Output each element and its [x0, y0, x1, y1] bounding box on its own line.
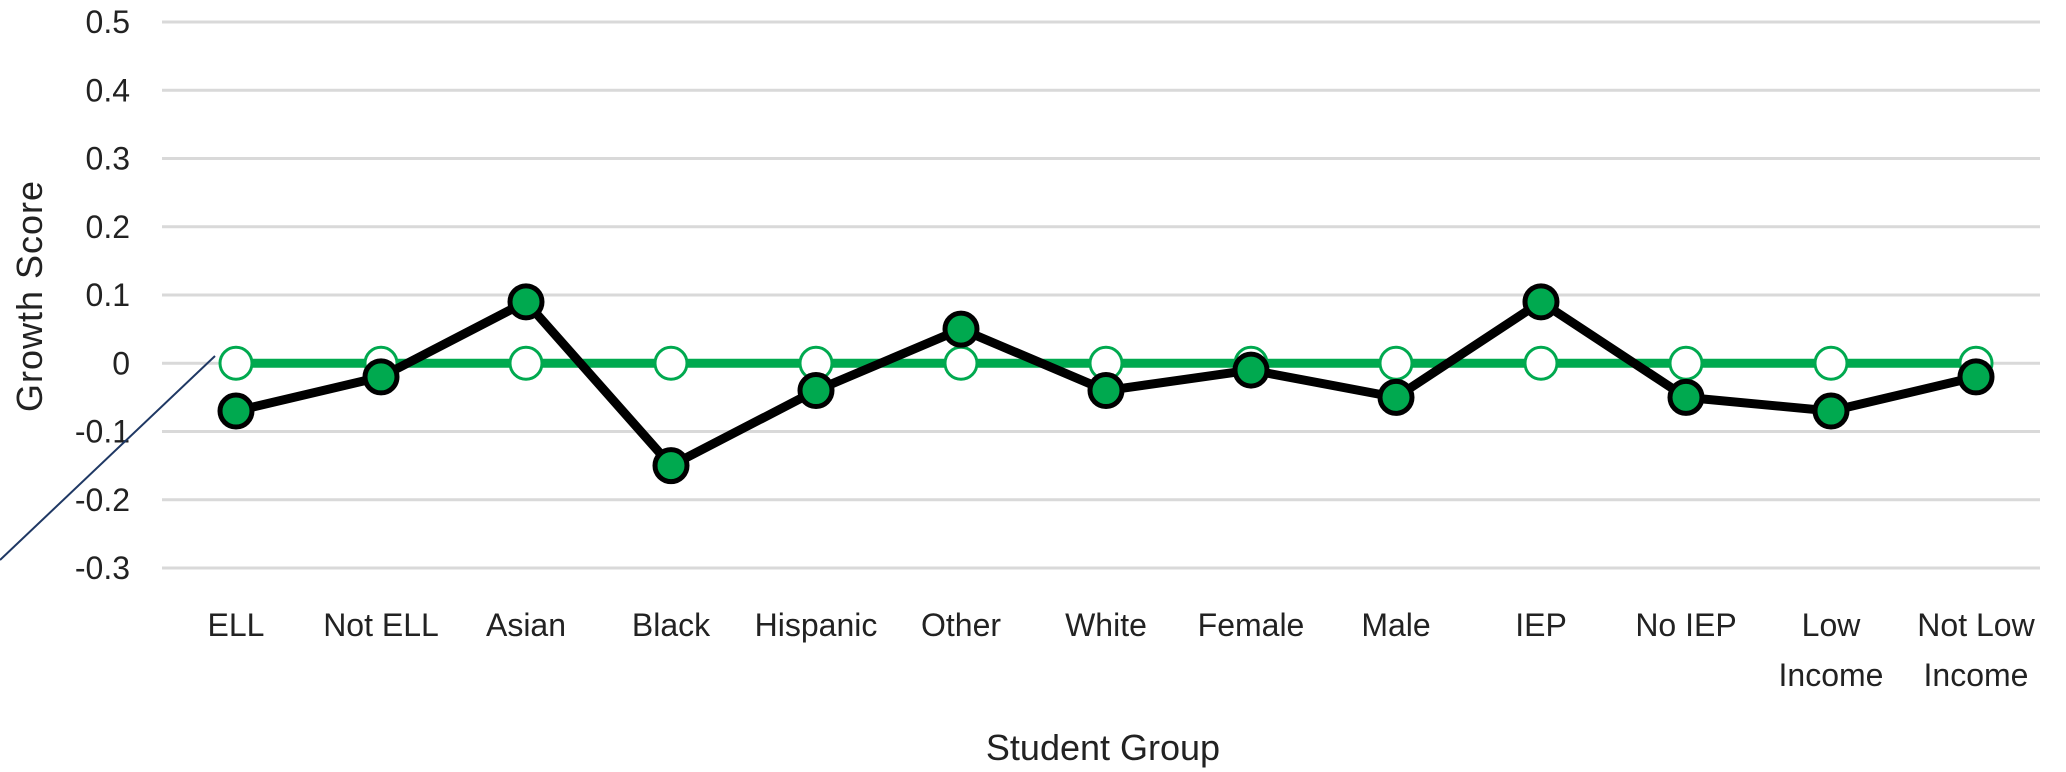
x-category-labels: ELL Not ELL Asian Black Hispanic Other White Fe… — [208, 607, 2036, 693]
series-1-point — [1523, 345, 1559, 381]
y-tick-label: 0.2 — [86, 209, 130, 245]
series-layer — [217, 283, 1995, 485]
y-tick-label: -0.2 — [75, 482, 130, 518]
gridlines — [162, 20, 2040, 570]
x-tick-label: Income — [1779, 657, 1884, 693]
series-2-point — [217, 392, 255, 430]
series-2-point — [652, 447, 690, 485]
series-2-point — [1667, 378, 1705, 416]
y-tick-label: -0.1 — [75, 414, 130, 450]
series-2-point — [797, 372, 835, 410]
series-2-point — [1377, 378, 1415, 416]
x-tick-label: Other — [921, 607, 1001, 643]
x-tick-label: IEP — [1515, 607, 1567, 643]
series-2-point — [1812, 392, 1850, 430]
series-2-point — [942, 310, 980, 348]
y-tick-label: 0.4 — [86, 72, 130, 108]
y-tick-label: 0.1 — [86, 277, 130, 313]
series-2-point — [1957, 358, 1995, 396]
x-tick-label: White — [1065, 607, 1147, 643]
x-tick-label: Asian — [486, 607, 566, 643]
y-tick-label: 0.5 — [86, 4, 130, 40]
x-tick-label: No IEP — [1635, 607, 1736, 643]
series-1-point — [943, 345, 979, 381]
x-tick-label: Male — [1361, 607, 1430, 643]
series-1-point — [508, 345, 544, 381]
series-2-point — [1232, 351, 1270, 389]
series-1-point — [1813, 345, 1849, 381]
x-tick-label: ELL — [208, 607, 265, 643]
y-tick-label: 0 — [112, 345, 130, 381]
series-2-point — [362, 358, 400, 396]
y-tick-label: -0.3 — [75, 550, 130, 586]
y-tick-label: 0.3 — [86, 141, 130, 177]
annotation-leader-line — [0, 355, 216, 561]
series-2-point — [507, 283, 545, 321]
x-tick-label: Hispanic — [755, 607, 878, 643]
x-tick-label: Black — [632, 607, 711, 643]
x-tick-label: Low — [1802, 607, 1862, 643]
x-tick-label: Income — [1924, 657, 2029, 693]
series-1-point — [218, 345, 254, 381]
y-tick-labels: 0.5 0.4 0.3 0.2 0.1 0 -0.1 -0.2 -0.3 — [75, 4, 130, 586]
x-axis-title: Student Group — [986, 727, 1220, 768]
series-1-point — [1378, 345, 1414, 381]
series-1-point — [1668, 345, 1704, 381]
x-tick-label: Not ELL — [323, 607, 439, 643]
x-tick-label: Female — [1198, 607, 1305, 643]
series-2-point — [1522, 283, 1560, 321]
y-axis-title: Growth Score — [9, 180, 50, 412]
series-2-point — [1087, 372, 1125, 410]
series-1-point — [653, 345, 689, 381]
x-tick-label: Not Low — [1917, 607, 2035, 643]
